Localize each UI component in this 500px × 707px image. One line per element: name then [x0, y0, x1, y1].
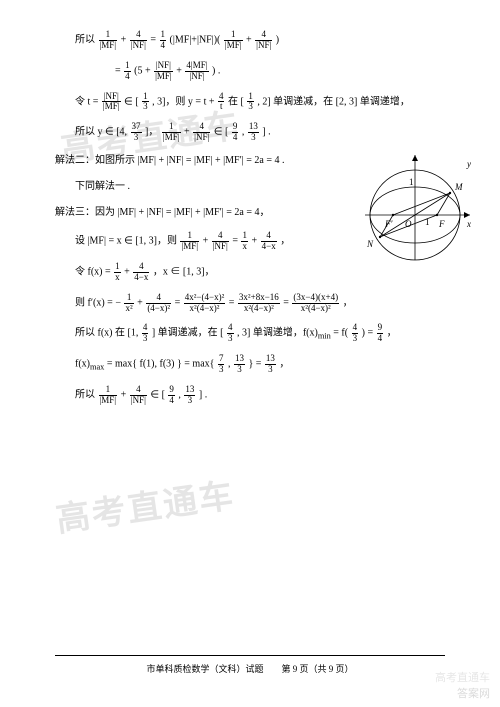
- text: = f(: [333, 328, 348, 339]
- text: ∈ [: [214, 127, 229, 138]
- text: ∈ [: [124, 96, 139, 107]
- point-m-label: M: [454, 182, 463, 192]
- bottom-watermark-light: 高考直通车: [435, 669, 490, 685]
- equation-line-13: 所以 1|MF| + 4|NF| ∈ [ 94 , 133 ] .: [75, 385, 460, 406]
- text: } =: [248, 359, 261, 370]
- text: , 3] 单调递增，f(x): [237, 328, 318, 339]
- text: f(x): [75, 359, 90, 370]
- footer-rule: [55, 655, 445, 656]
- text: 所以 f(x) 在 [1,: [75, 328, 138, 339]
- text: ] .: [199, 390, 207, 401]
- text: (5 +: [134, 65, 150, 76]
- text: 所以: [75, 390, 95, 401]
- text: , 3]，则 y = t +: [152, 96, 214, 107]
- text: ∈ [: [150, 390, 165, 401]
- ellipse-diagram: y x M N F′ F O 1 1: [355, 145, 475, 265]
- text: 令 t =: [75, 96, 98, 107]
- equation-line-1: 所以 1|MF| + 4|NF| = 14 (|MF|+|NF|)( 1|MF|…: [75, 30, 460, 51]
- text: ]，: [145, 127, 158, 138]
- text: ): [276, 35, 279, 46]
- point-n-label: N: [366, 239, 374, 249]
- diagram-svg: y x M N F′ F O 1 1: [355, 145, 475, 265]
- text: 解法三：因为 |MF| + |NF| = |MF| + |MF′| = 2a =…: [55, 207, 269, 218]
- bottom-watermark-logo: 答案网: [457, 685, 490, 701]
- axis-y-label: y: [466, 159, 471, 169]
- text: 令 f(x) =: [75, 267, 111, 278]
- focus-fp-label: F′: [384, 219, 393, 229]
- origin-label: O: [405, 219, 412, 229]
- axis-x-label: x: [466, 219, 471, 229]
- equation-line-10: 则 f′(x) = − 1x² + 4(4−x)² = 4x²−(4−x)²x²…: [75, 293, 460, 314]
- text: 所以 y ∈ [4,: [75, 127, 127, 138]
- text: 则 f′(x) = −: [75, 297, 121, 308]
- equation-line-3: 令 t = |NF||MF| ∈ [ 13 , 3]，则 y = t + 4t …: [75, 92, 460, 113]
- text: 设 |MF| = x ∈ [1, 3]，则: [75, 236, 177, 247]
- text: 解法二：如图所示 |MF| + |NF| = |MF| + |MF′| = 2a…: [55, 155, 284, 166]
- page: 高考直通车 高考直通车 所以 1|MF| + 4|NF| = 14 (|MF|+…: [0, 0, 500, 707]
- text: 所以: [75, 35, 95, 46]
- text: (|MF|+|NF|)(: [170, 35, 221, 46]
- text: ) =: [362, 328, 373, 339]
- text: ，: [279, 359, 289, 370]
- text: ] 单调递减，在 [: [152, 328, 224, 339]
- text: ，: [280, 236, 290, 247]
- text: ，: [343, 297, 353, 308]
- footer-text: 市单科质检数学（文科）试题 第 9 页（共 9 页）: [146, 664, 353, 674]
- watermark-bottom: 高考直通车: [52, 468, 237, 542]
- focus-f-label: F: [438, 219, 445, 229]
- one-y-label: 1: [409, 177, 414, 187]
- equation-line-12: f(x)max = max{ f(1), f(3) } = max{ 73 , …: [75, 354, 460, 375]
- text: ，: [387, 328, 397, 339]
- method-2-line: 解法二：如图所示 |MF| + |NF| = |MF| + |MF′| = 2a…: [55, 153, 335, 169]
- equation-line-11: 所以 f(x) 在 [1, 43 ] 单调递减，在 [ 43 , 3] 单调递增…: [75, 323, 460, 344]
- one-x-label: 1: [425, 217, 430, 227]
- page-footer: 市单科质检数学（文科）试题 第 9 页（共 9 页）: [0, 655, 500, 675]
- text: ] .: [262, 127, 270, 138]
- text: = max{ f(1), f(3) } = max{: [107, 359, 215, 370]
- equation-line-2: = 14 (5 + |NF||MF| + 4|MF||NF| ) .: [115, 61, 460, 82]
- text: 下同解法一 .: [75, 181, 130, 192]
- equation-line-4: 所以 y ∈ [4, 373 ]， 1|MF| + 4|NF| ∈ [ 94 ,…: [75, 122, 460, 143]
- text: 在 [: [228, 96, 244, 107]
- text: ，x ∈ [1, 3]，: [153, 267, 215, 278]
- text: ) .: [212, 65, 220, 76]
- text: , 2] 单调递减，在 [2, 3] 单调递增，: [257, 96, 410, 107]
- equation-line-9: 令 f(x) = 1x + 44−x ，x ∈ [1, 3]，: [75, 262, 460, 283]
